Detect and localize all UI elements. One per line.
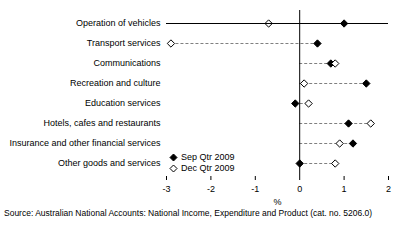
svg-text:Communications: Communications (93, 58, 161, 68)
svg-text:%: % (273, 197, 281, 207)
svg-text:-1: -1 (251, 184, 259, 194)
svg-text:Operation of vehicles: Operation of vehicles (76, 18, 161, 28)
svg-text:2: 2 (386, 184, 391, 194)
svg-text:Insurance and other financial: Insurance and other financial services (9, 138, 161, 148)
svg-text:Education services: Education services (85, 98, 161, 108)
html-text:Source: Australian National Ac: Source: Australian National Accounts: Na… (4, 208, 373, 218)
svg-text:1: 1 (342, 184, 347, 194)
svg-text:Other goods and services: Other goods and services (58, 158, 161, 168)
html-text:Sep Qtr 2009: Sep Qtr 2009 (181, 152, 235, 162)
svg-text:0: 0 (297, 184, 302, 194)
svg-text:Transport services: Transport services (87, 38, 161, 48)
svg-text:-3: -3 (162, 184, 170, 194)
svg-text:Hotels, cafes and restaurants: Hotels, cafes and restaurants (43, 118, 161, 128)
svg-text:-2: -2 (207, 184, 215, 194)
svg-text:Recreation and culture: Recreation and culture (70, 78, 161, 88)
html-text:Dec Qtr 2009: Dec Qtr 2009 (181, 163, 235, 173)
